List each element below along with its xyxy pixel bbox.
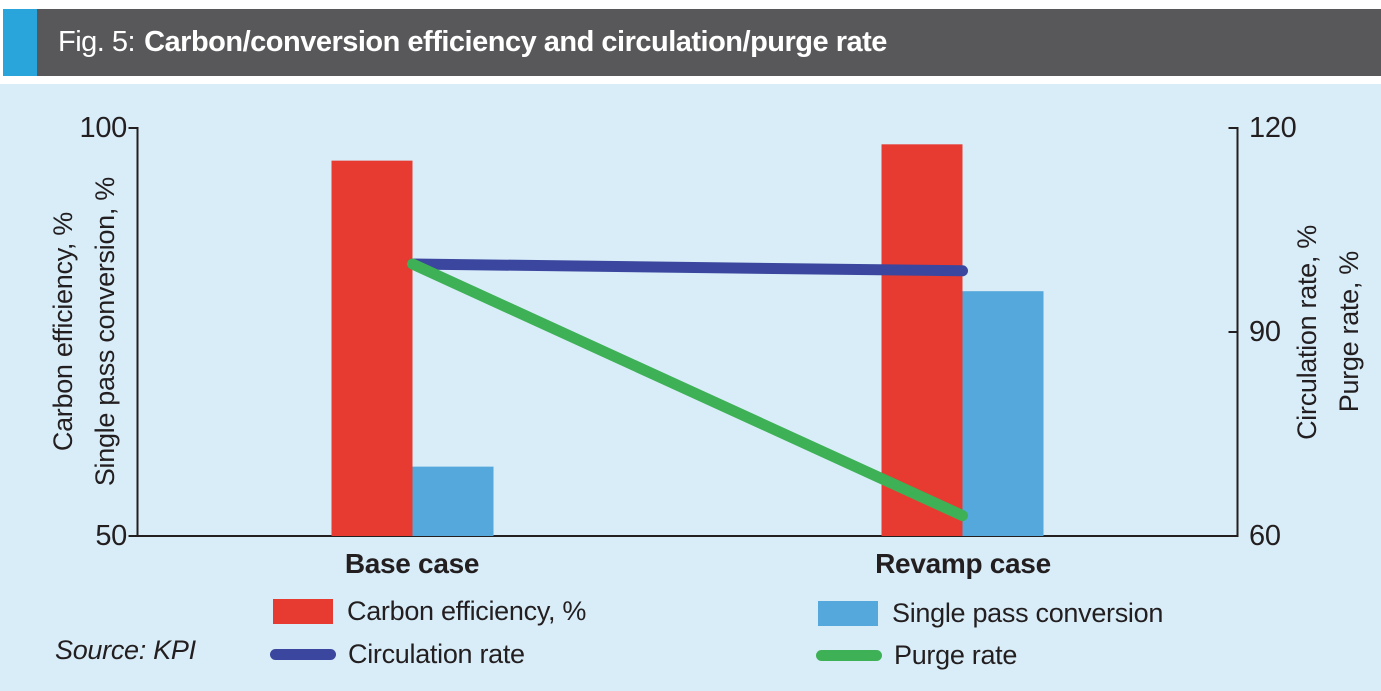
left-axis-tick-label-100: 100 xyxy=(79,112,128,144)
left-axis-title-line-2: Single pass conversion, % xyxy=(90,177,120,487)
legend-item-carbon-efficiency: Carbon efficiency, % xyxy=(273,594,586,628)
figure-title-bar: Fig. 5: Carbon/conversion efficiency and… xyxy=(37,9,1381,76)
category-label-revamp-case: Revamp case xyxy=(875,548,1051,579)
figure-number-label: Fig. 5: xyxy=(58,26,136,58)
legend-item-circulation-rate: Circulation rate xyxy=(270,637,525,671)
carbon-efficiency-swatch xyxy=(273,598,333,624)
figure-title: Carbon/conversion efficiency and circula… xyxy=(144,26,887,58)
legend-label-purge-rate: Purge rate xyxy=(894,640,1018,670)
purge-rate-swatch xyxy=(816,649,882,661)
single-pass-conversion-swatch xyxy=(818,600,878,626)
legend-label-circulation-rate: Circulation rate xyxy=(348,639,525,669)
legend-item-purge-rate: Purge rate xyxy=(816,638,1017,672)
source-note: Source: KPI xyxy=(55,635,196,665)
right-axis-title-line-1: Circulation rate, % xyxy=(1292,224,1322,440)
circulation-rate-swatch xyxy=(270,648,336,660)
right-axis-tick-label-120: 120 xyxy=(1249,112,1297,144)
legend-label-carbon-efficiency: Carbon efficiency, % xyxy=(347,596,587,626)
legend-label-single-pass-conversion: Single pass conversion xyxy=(892,598,1164,628)
chart-panel xyxy=(0,84,1381,691)
left-axis-tick-label-50: 50 xyxy=(95,520,127,552)
right-axis-tick-label-60: 60 xyxy=(1249,520,1281,552)
right-axis-title-line-2: Purge rate, % xyxy=(1334,251,1364,413)
left-axis-title: Carbon efficiency, % Single pass convers… xyxy=(42,128,126,536)
left-axis-title-line-1: Carbon efficiency, % xyxy=(48,212,78,452)
right-axis-tick-label-90: 90 xyxy=(1249,316,1281,348)
right-axis-title: Circulation rate, % Purge rate, % xyxy=(1286,128,1370,536)
category-label-base-case: Base case xyxy=(344,548,480,579)
legend-item-single-pass-conversion: Single pass conversion xyxy=(818,596,1163,630)
accent-square xyxy=(3,9,37,76)
